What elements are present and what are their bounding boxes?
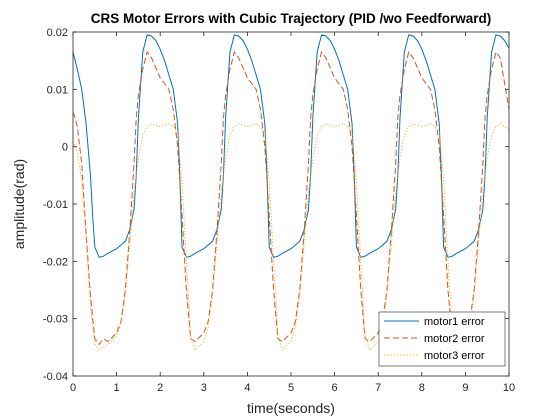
x-tick-label: 9	[462, 382, 468, 394]
x-tick-label: 5	[288, 382, 294, 394]
legend-label-motor3: motor3 error	[424, 350, 485, 362]
legend-label-motor2: motor2 error	[424, 333, 485, 345]
y-tick-label: -0.04	[43, 371, 68, 383]
y-tick-label: -0.03	[43, 314, 68, 326]
series-line-motor3	[72, 123, 510, 352]
x-tick-label: 1	[114, 382, 120, 394]
y-tick-label: 0	[62, 142, 68, 154]
y-tick-label: -0.01	[43, 199, 68, 211]
x-tick-label: 2	[157, 382, 163, 394]
ticks-layer: 0 1 2 3 4 5 6 7 8 9 10 -0.04 -0.03 -0.02 -0.01 0 0.01 0.0…	[43, 27, 515, 394]
series-layer	[72, 34, 510, 352]
x-axis-label: time(seconds)	[247, 400, 335, 416]
x-tick-label: 3	[201, 382, 207, 394]
y-tick-label: -0.02	[43, 256, 68, 268]
chart-title: CRS Motor Errors with Cubic Trajectory (…	[91, 11, 492, 26]
series-line-motor1	[72, 34, 510, 258]
series-line-motor2	[72, 50, 510, 346]
x-tick-label: 4	[244, 382, 250, 394]
x-tick-label: 8	[419, 382, 425, 394]
y-tick-label: 0.02	[47, 27, 68, 39]
legend-label-motor1: motor1 error	[424, 316, 485, 328]
y-tick-label: 0.01	[47, 84, 68, 96]
x-tick-label: 6	[332, 382, 338, 394]
x-tick-label: 7	[375, 382, 381, 394]
y-axis-label: amplitude(rad)	[11, 159, 27, 249]
legend: motor1 error motor2 error motor3 error	[378, 311, 506, 367]
x-tick-label: 10	[503, 382, 515, 394]
x-tick-label: 0	[70, 382, 76, 394]
